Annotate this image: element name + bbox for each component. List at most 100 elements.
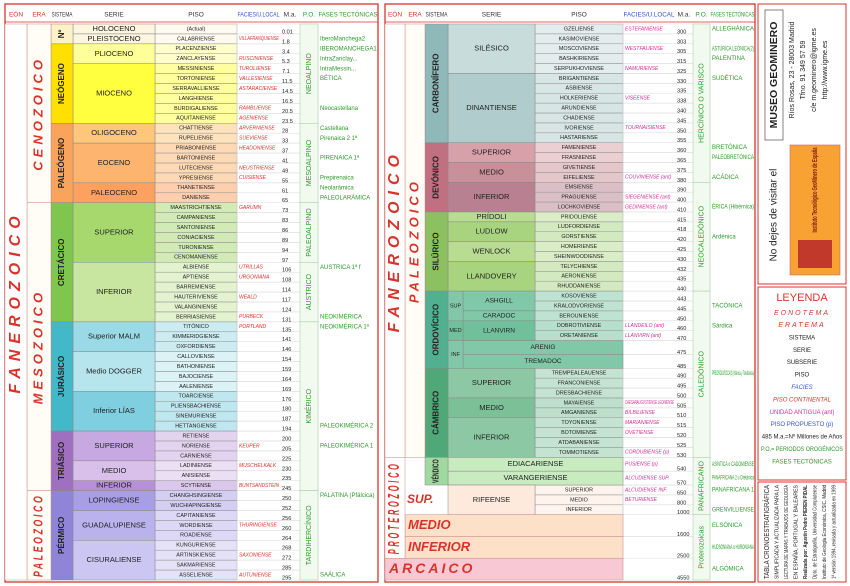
legend-item: P.O.= PERIODOS OROGÉNICOS bbox=[761, 446, 843, 453]
orogenic-period-label: CALEDÓNICO bbox=[696, 351, 705, 398]
age-label: 252 bbox=[282, 506, 291, 512]
series-label: PLIOCENO bbox=[95, 49, 134, 58]
piso-label: CAPITANIENSE bbox=[176, 513, 216, 519]
credits-line: 1ª versión 1994, revisada y actualizada … bbox=[831, 485, 837, 579]
piso-label: PRAGUIENSE bbox=[561, 195, 597, 201]
column-header: FASES TECTÓNICAS bbox=[711, 10, 755, 19]
age-label: 432 bbox=[677, 267, 686, 273]
piso-label: KUNGURIENSE bbox=[176, 543, 216, 549]
series-label: INFERIOR bbox=[474, 192, 510, 201]
system-label: TRIÁSICO bbox=[57, 442, 66, 480]
age-label: 338 bbox=[677, 99, 686, 105]
eon-label: FANEROZOICO bbox=[7, 210, 24, 393]
series-label: DINANTIENSE bbox=[466, 103, 516, 112]
age-label: 16.5 bbox=[282, 99, 293, 105]
museum-box bbox=[764, 9, 784, 141]
orogenic-period-label: PALEOALPINO bbox=[306, 208, 313, 257]
piso-label: HOLKERIENSE bbox=[560, 96, 599, 102]
tectonic-phase-label: ALLEGHÁNICA bbox=[712, 26, 754, 33]
age-label: 124 bbox=[282, 307, 291, 313]
piso-label: AALENIENSE bbox=[179, 384, 213, 390]
age-label: 7.1 bbox=[282, 69, 290, 75]
column-header: PISO bbox=[188, 12, 204, 19]
orogenic-period-label: HERCÍNICO O VARISCO bbox=[696, 63, 705, 143]
series-label: PRÍDOLI bbox=[476, 212, 506, 221]
series-label: INFERIOR bbox=[96, 481, 132, 490]
piso-label: ASSELIENSE bbox=[179, 572, 213, 578]
piso-label: MOSCOVIENSE bbox=[559, 46, 600, 52]
facies-label: AGENIENSE bbox=[238, 116, 269, 122]
piso-label: BERRIASIENSE bbox=[176, 314, 216, 320]
piso-label: SCYTIENSE bbox=[181, 483, 212, 489]
facies-label: PURBECK bbox=[239, 314, 264, 320]
series-label: OLIGOCENO bbox=[91, 128, 137, 137]
age-label: 83 bbox=[282, 218, 288, 224]
facies-label: BUNTSANDSTEIN bbox=[239, 483, 279, 489]
age-label: 154 bbox=[282, 357, 291, 363]
piso-label: CALLOVIENSE bbox=[177, 354, 215, 360]
age-label: 430 bbox=[677, 257, 686, 263]
system-cell bbox=[424, 457, 449, 486]
piso-label: ZANCLAYENSE bbox=[176, 56, 216, 62]
piso-label: TELYCHIENSE bbox=[560, 264, 597, 270]
era-cell bbox=[26, 490, 52, 581]
piso-label: SINEMURIENSE bbox=[175, 414, 216, 420]
series-label: WENLOCK bbox=[473, 247, 511, 256]
credits-title: TABLA CRONOESTRATIGRÁFICA bbox=[762, 485, 771, 579]
credits-line: Dpto. de Estratigrafía, Universidad Comp… bbox=[812, 485, 818, 579]
legend-frame bbox=[757, 286, 847, 481]
facies-label: VISEENSE bbox=[625, 96, 651, 102]
age-label: 530 bbox=[677, 453, 686, 459]
piso-label: CENOMANIENSE bbox=[174, 255, 218, 261]
piso-label: DOBROTIVIENSE bbox=[557, 323, 602, 329]
column-header: EÓN bbox=[9, 10, 23, 19]
piso-label: ORETANIENSE bbox=[560, 333, 599, 339]
age-label: 510 bbox=[677, 413, 686, 419]
legend-item: UNIDAD ANTIGUA (ant) bbox=[770, 410, 835, 416]
facies-label: BILBILIENSE bbox=[625, 410, 656, 416]
tectonic-phase-label: ELSÓNICA bbox=[712, 522, 742, 529]
piso-label: EIFELIENSE bbox=[563, 175, 595, 181]
series-label: MIOCENO bbox=[96, 88, 132, 97]
column-header: ERA bbox=[408, 12, 422, 19]
facies-label: MARIANIENSE bbox=[625, 420, 660, 426]
age-label: 470 bbox=[677, 336, 686, 342]
piso-label: BURDIGALIENSE bbox=[174, 106, 218, 112]
facies-label: GEDINIENSE (ant) bbox=[625, 204, 668, 210]
facies-label: ESTEFANIENSE bbox=[625, 26, 663, 32]
series-label: INFERIOR bbox=[474, 433, 510, 442]
tectonic-phase-label: IntraZanclay... bbox=[320, 56, 358, 62]
museum-web: http://www.igme.es bbox=[822, 40, 829, 99]
age-label: 49 bbox=[282, 168, 288, 174]
orogenic-period bbox=[299, 490, 319, 581]
legend-item: ERATEMA bbox=[778, 322, 825, 329]
piso-label: MAASTRICHTIENSE bbox=[170, 205, 222, 211]
age-label: 285 bbox=[282, 566, 291, 572]
facies-label: LLANDEILO (ant) bbox=[625, 323, 665, 329]
piso-label: BATHONIENSE bbox=[177, 364, 216, 370]
era-label: PALEOZOICO bbox=[406, 178, 421, 303]
piso-label: MEDIO bbox=[570, 497, 588, 503]
piso-label: APTIENSE bbox=[183, 275, 210, 281]
piso-label: CALABRIENSE bbox=[177, 36, 215, 42]
facies-label: WESTFALIENSE bbox=[625, 46, 664, 52]
facies-label: NEUSTRIENSE bbox=[239, 165, 275, 171]
age-label: 800 bbox=[677, 500, 686, 506]
orogenic-period-label: NEOALPINO bbox=[306, 53, 313, 94]
piso-label: BEROUNIENSE bbox=[559, 313, 599, 319]
age-label: 272 bbox=[282, 556, 291, 562]
column-header: FASES TECTÓNICAS bbox=[319, 10, 379, 19]
series-label: SUPERIOR bbox=[94, 441, 134, 450]
series-cell bbox=[72, 430, 156, 462]
age-label: 205 bbox=[282, 446, 291, 452]
era-label: SUP. bbox=[407, 492, 433, 506]
piso-label: CONIACIENSE bbox=[177, 235, 215, 241]
eon-cell bbox=[4, 23, 28, 581]
credits-line: EN ESPAÑA, PORTUGAL Y BALEARES bbox=[792, 484, 799, 579]
age-label: 5.3 bbox=[282, 59, 290, 65]
column-header: SERIE bbox=[104, 12, 124, 19]
era-label: INFERIOR bbox=[408, 539, 471, 554]
piso-label: BOTOMIENSE bbox=[561, 430, 597, 436]
age-label: 4550 bbox=[677, 575, 689, 581]
series-cell bbox=[447, 182, 536, 213]
